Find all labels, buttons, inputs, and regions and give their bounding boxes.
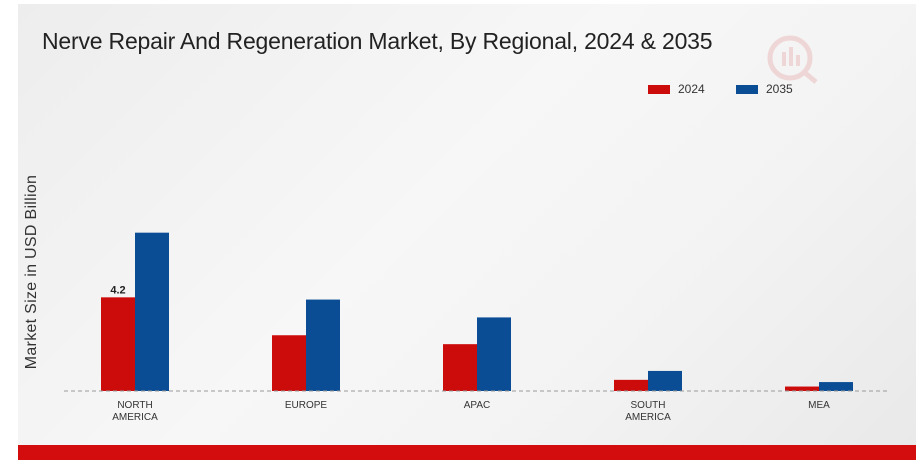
footer-bar: [18, 445, 916, 460]
x-tick-label-3: SOUTH AMERICA: [625, 400, 671, 423]
bar-2035-1: [306, 299, 340, 391]
x-tick-label-4: MEA: [808, 400, 830, 411]
legend-label-2035: 2035: [766, 82, 793, 96]
x-tick-label-1: EUROPE: [285, 400, 328, 411]
logo-watermark-icon: [767, 35, 818, 84]
bar-2024-2: [443, 344, 477, 391]
x-tick-label-0: NORTH AMERICA: [112, 400, 158, 423]
bar-2035-0: [135, 232, 169, 391]
bar-2024-3: [614, 379, 648, 391]
bar-2035-3: [648, 370, 682, 391]
bar-2024-4: [785, 386, 819, 391]
legend-swatch-2024: [648, 84, 670, 94]
bar-2024-0: [101, 297, 135, 391]
legend-item-2035: 2035: [736, 82, 793, 96]
x-tick-label-2: APAC: [464, 400, 491, 411]
legend-label-2024: 2024: [678, 82, 705, 96]
chart-title: Nerve Repair And Regeneration Market, By…: [42, 28, 713, 54]
bar-2035-4: [819, 382, 853, 391]
bar-2035-2: [477, 317, 511, 391]
legend-item-2024: 2024: [648, 82, 705, 96]
bar-2024-1: [272, 335, 306, 391]
data-label-0: 4.2: [110, 284, 125, 296]
legend-swatch-2035: [736, 84, 758, 94]
